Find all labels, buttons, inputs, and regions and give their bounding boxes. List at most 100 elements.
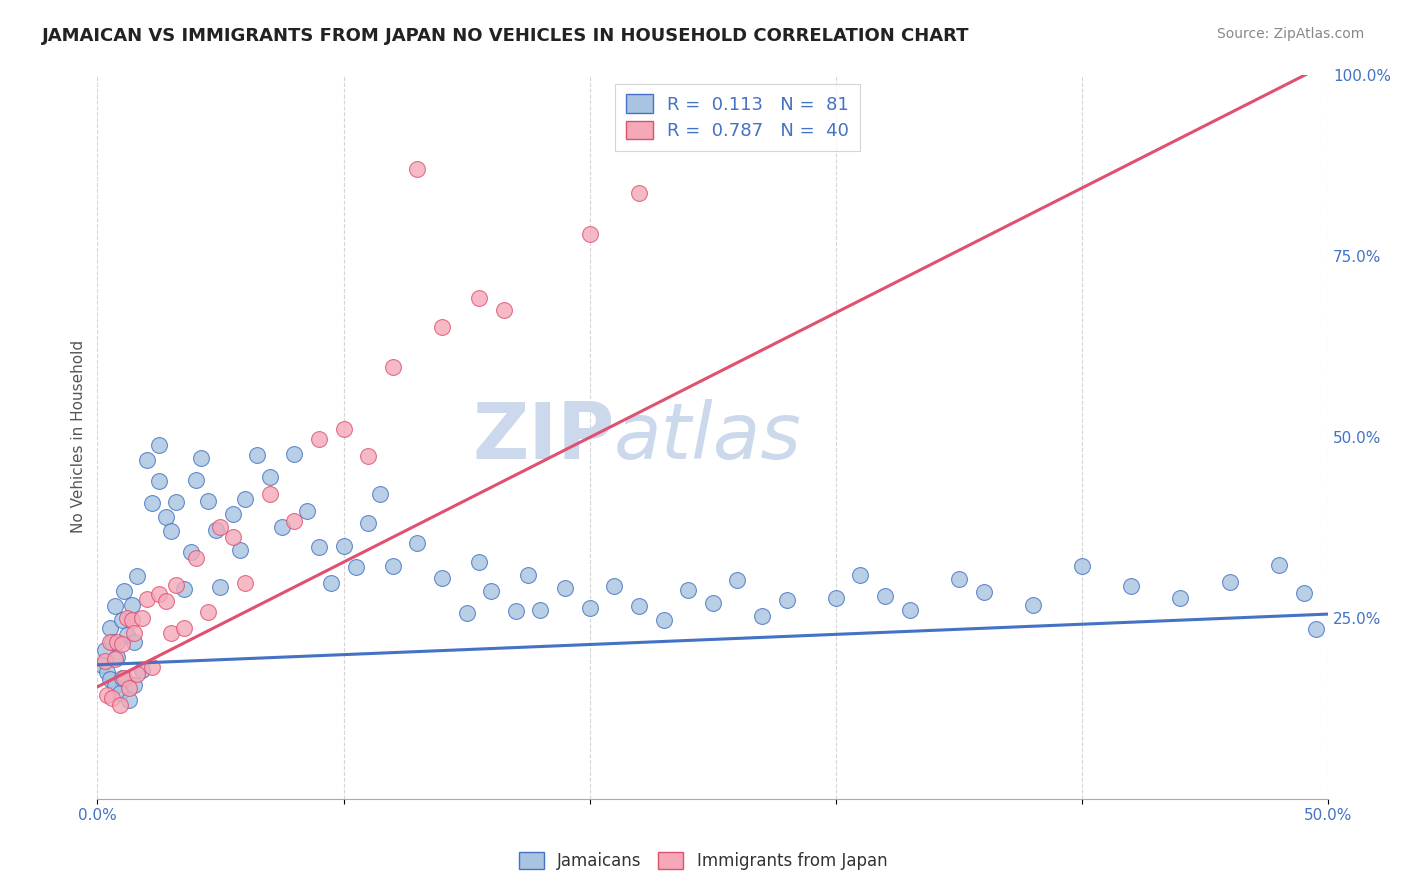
- Legend: R =  0.113   N =  81, R =  0.787   N =  40: R = 0.113 N = 81, R = 0.787 N = 40: [614, 84, 860, 151]
- Point: [725, 40, 748, 54]
- Point: [603, 578, 626, 592]
- Point: [101, 690, 124, 705]
- Point: [112, 671, 135, 685]
- Point: [148, 438, 170, 452]
- Point: [93, 643, 115, 657]
- Point: [357, 449, 380, 463]
- Point: [121, 614, 143, 628]
- Point: [111, 613, 134, 627]
- Point: [321, 575, 343, 590]
- Point: [93, 654, 115, 668]
- Point: [849, 568, 872, 582]
- Point: [98, 672, 121, 686]
- Point: [197, 494, 219, 508]
- Point: [111, 638, 134, 652]
- Point: [652, 613, 675, 627]
- Point: [554, 581, 576, 595]
- Point: [492, 303, 515, 318]
- Point: [406, 161, 429, 176]
- Point: [173, 621, 195, 635]
- Point: [108, 686, 131, 700]
- Point: [370, 487, 392, 501]
- Point: [751, 608, 773, 623]
- Point: [1268, 558, 1291, 573]
- Point: [184, 473, 207, 487]
- Point: [222, 530, 245, 544]
- Point: [1071, 559, 1094, 574]
- Point: [124, 634, 146, 648]
- Point: [578, 601, 600, 615]
- Point: [190, 450, 212, 465]
- Point: [141, 659, 163, 673]
- Point: [112, 584, 135, 599]
- Point: [308, 540, 330, 554]
- Point: [98, 621, 121, 635]
- Point: [479, 583, 502, 598]
- Point: [160, 626, 183, 640]
- Point: [209, 580, 232, 594]
- Text: atlas: atlas: [614, 399, 803, 475]
- Point: [155, 510, 177, 524]
- Point: [124, 625, 146, 640]
- Point: [111, 671, 134, 685]
- Point: [135, 591, 157, 606]
- Point: [148, 474, 170, 488]
- Point: [229, 543, 252, 558]
- Point: [121, 599, 143, 613]
- Point: [1219, 574, 1241, 589]
- Point: [180, 545, 202, 559]
- Point: [381, 558, 404, 573]
- Point: [271, 520, 294, 534]
- Point: [430, 571, 453, 585]
- Point: [103, 599, 125, 614]
- Point: [381, 360, 404, 375]
- Point: [173, 582, 195, 596]
- Point: [96, 665, 118, 679]
- Text: ZIP: ZIP: [472, 399, 614, 475]
- Point: [332, 422, 354, 436]
- Point: [165, 577, 187, 591]
- Point: [222, 508, 245, 522]
- Point: [517, 567, 540, 582]
- Point: [308, 432, 330, 446]
- Text: JAMAICAN VS IMMIGRANTS FROM JAPAN NO VEHICLES IN HOUSEHOLD CORRELATION CHART: JAMAICAN VS IMMIGRANTS FROM JAPAN NO VEH…: [42, 27, 970, 45]
- Point: [184, 551, 207, 566]
- Point: [295, 504, 318, 518]
- Point: [357, 516, 380, 531]
- Point: [155, 594, 177, 608]
- Point: [873, 589, 896, 603]
- Point: [233, 492, 256, 507]
- Point: [165, 495, 187, 509]
- Point: [627, 599, 650, 614]
- Point: [344, 560, 367, 574]
- Legend: Jamaicans, Immigrants from Japan: Jamaicans, Immigrants from Japan: [512, 845, 894, 877]
- Point: [456, 607, 478, 621]
- Point: [148, 587, 170, 601]
- Point: [141, 496, 163, 510]
- Point: [118, 681, 141, 695]
- Point: [898, 602, 921, 616]
- Point: [246, 449, 269, 463]
- Point: [160, 524, 183, 539]
- Point: [259, 487, 281, 501]
- Point: [197, 605, 219, 619]
- Point: [468, 555, 491, 569]
- Point: [702, 596, 724, 610]
- Y-axis label: No Vehicles in Household: No Vehicles in Household: [72, 340, 86, 533]
- Point: [676, 582, 699, 597]
- Point: [775, 593, 797, 607]
- Point: [627, 186, 650, 201]
- Point: [96, 688, 118, 702]
- Point: [103, 652, 125, 666]
- Text: Source: ZipAtlas.com: Source: ZipAtlas.com: [1216, 27, 1364, 41]
- Point: [125, 666, 148, 681]
- Point: [204, 523, 226, 537]
- Point: [1022, 598, 1045, 612]
- Point: [824, 591, 846, 606]
- Point: [135, 453, 157, 467]
- Point: [1121, 579, 1143, 593]
- Point: [115, 611, 138, 625]
- Point: [1305, 622, 1327, 636]
- Point: [505, 604, 527, 618]
- Point: [115, 627, 138, 641]
